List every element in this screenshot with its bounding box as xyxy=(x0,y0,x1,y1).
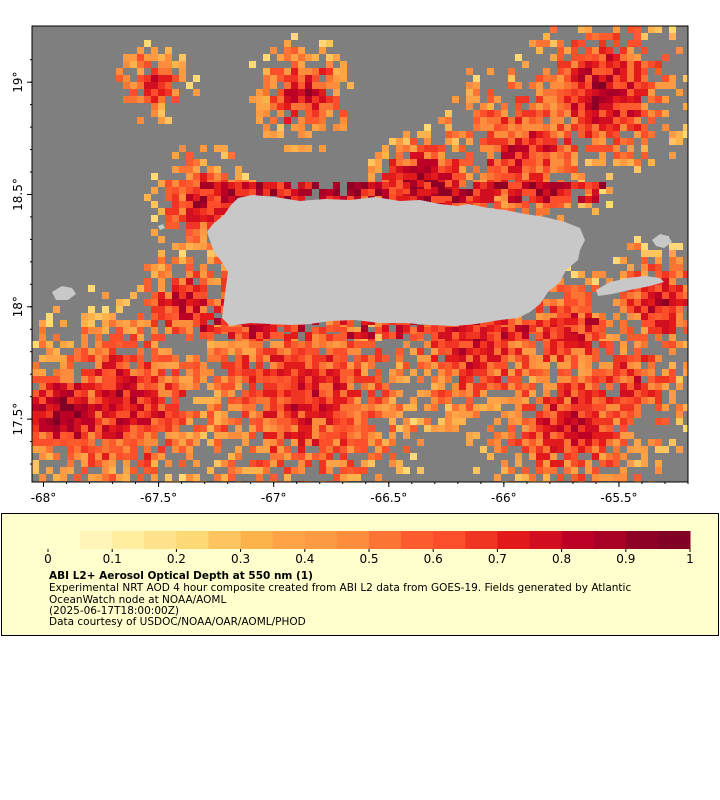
colorbar-swatch xyxy=(304,531,338,549)
colorbar-swatch xyxy=(625,531,659,549)
colorbar-swatch xyxy=(529,531,563,549)
colorbar-swatch xyxy=(272,531,306,549)
colorbar-tick-label: 0.7 xyxy=(488,552,507,566)
legend-credit: Data courtesy of USDOC/NOAA/OAR/AOML/PHO… xyxy=(49,616,306,628)
colorbar-swatch xyxy=(401,531,434,549)
culebra-island xyxy=(652,234,672,248)
mona-island xyxy=(52,286,76,300)
colorbar-swatch xyxy=(240,531,274,549)
colorbar-swatch xyxy=(561,531,595,549)
colorbar-swatch xyxy=(176,531,209,549)
x-tick-label: -68° xyxy=(31,491,57,505)
x-axis: -68° -67.5° -67° -66.5° -66° -65.5° xyxy=(31,482,689,505)
desecheo-island xyxy=(158,224,165,230)
puerto-rico-main-island xyxy=(207,195,585,326)
land-mask xyxy=(52,195,672,326)
colorbar-tick-label: 0.2 xyxy=(167,552,186,566)
colorbar-swatch xyxy=(80,531,113,549)
colorbar-swatch xyxy=(336,531,370,549)
colorbar-swatch xyxy=(48,531,81,549)
colorbar-tick-label: 0.3 xyxy=(231,552,250,566)
y-tick-label: 18.5° xyxy=(11,178,25,211)
colorbar-tick-label: 0 xyxy=(44,552,52,566)
y-tick-label: 19° xyxy=(11,72,25,93)
colorbar-swatch xyxy=(112,531,145,549)
x-tick-label: -67° xyxy=(261,491,287,505)
colorbar: 0 0.1 0.2 0.3 0.4 0.5 0.6 0.7 0.8 0.9 1 xyxy=(44,531,694,566)
colorbar-tick-label: 0.1 xyxy=(103,552,122,566)
plot-frame xyxy=(31,25,689,483)
colorbar-swatches xyxy=(48,531,691,549)
x-tick-label: -67.5° xyxy=(140,491,177,505)
colorbar-swatch xyxy=(433,531,466,549)
colorbar-tick-labels: 0 0.1 0.2 0.3 0.4 0.5 0.6 0.7 0.8 0.9 1 xyxy=(44,549,694,566)
map-panel[interactable]: -68° -67.5° -67° -66.5° -66° -65.5° 19° 18.5° 1… xyxy=(0,0,720,512)
colorbar-tick-label: 0.8 xyxy=(552,552,571,566)
legend-title: ABI L2+ Aerosol Optical Depth at 550 nm … xyxy=(49,570,313,582)
colorbar-swatch xyxy=(208,531,242,549)
colorbar-swatch xyxy=(657,531,691,549)
y-axis: 19° 18.5° 18° 17.5° xyxy=(11,59,32,465)
colorbar-tick-label: 0.5 xyxy=(359,552,378,566)
x-tick-label: -66.5° xyxy=(370,491,407,505)
legend-timestamp: (2025-06-17T18:00:00Z) xyxy=(49,605,179,617)
aod-map[interactable]: -68° -67.5° -67° -66.5° -66° -65.5° 19°18.5°1… xyxy=(0,0,720,512)
legend-description: Experimental NRT AOD 4 hour composite cr… xyxy=(49,582,632,606)
colorbar-tick-label: 0.4 xyxy=(295,552,314,566)
colorbar-swatch xyxy=(497,531,530,549)
colorbar-tick-label: 1 xyxy=(686,552,694,566)
colorbar-swatch xyxy=(465,531,498,549)
y-tick-label: 18° xyxy=(11,296,25,317)
y-tick-label: 17.5° xyxy=(11,403,25,436)
vieques-island xyxy=(596,276,664,296)
legend-panel: 0 0.1 0.2 0.3 0.4 0.5 0.6 0.7 0.8 0.9 1 ABI L2+ Ae… xyxy=(1,513,719,636)
colorbar-swatch xyxy=(593,531,627,549)
x-tick-label: -65.5° xyxy=(600,491,637,505)
colorbar-swatch xyxy=(144,531,177,549)
colorbar-tick-label: 0.6 xyxy=(424,552,443,566)
x-tick-label: -66° xyxy=(491,491,517,505)
colorbar-tick-label: 0.9 xyxy=(616,552,635,566)
colorbar-swatch xyxy=(369,531,402,549)
